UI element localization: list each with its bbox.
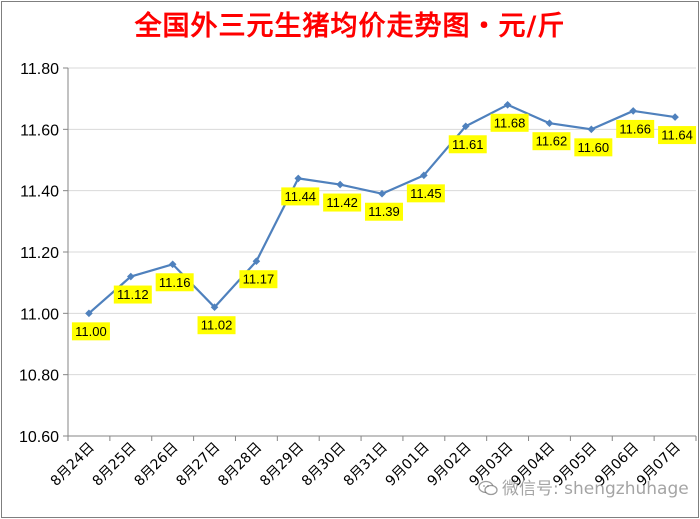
data-label: 11.61: [452, 137, 484, 152]
data-label-box: [490, 113, 529, 132]
data-point: [461, 122, 470, 131]
y-tick-label: 11.60: [20, 122, 59, 139]
data-point: [168, 260, 177, 269]
x-tick-label: 8月24日: [48, 440, 98, 490]
data-label-box: [71, 322, 110, 341]
data-label: 11.68: [494, 115, 526, 130]
data-label-box: [197, 316, 236, 335]
data-label: 11.44: [284, 189, 316, 204]
x-tick-label: 8月29日: [257, 440, 307, 490]
data-label-box: [658, 126, 697, 145]
x-tick-label: 8月25日: [90, 440, 140, 490]
x-tick-label: 9月01日: [383, 440, 433, 490]
data-point: [127, 272, 135, 281]
data-point: [85, 309, 93, 318]
x-tick-label: 9月02日: [425, 440, 475, 490]
data-point: [294, 174, 303, 183]
axes: [63, 67, 697, 441]
data-point: [629, 107, 637, 115]
data-label-box: [448, 135, 487, 154]
data-point: [545, 119, 554, 127]
data-label-box: [323, 193, 362, 212]
data-label-box: [113, 285, 152, 304]
data-point: [587, 125, 596, 134]
y-axis-ticks: 11.80 11.60 11.40 11.20 11.00 10.80 10.60: [19, 61, 59, 446]
data-point: [336, 180, 344, 189]
data-label-box: [574, 138, 613, 157]
data-label: 11.62: [536, 134, 568, 149]
data-label: 11.45: [410, 186, 442, 201]
data-point: [503, 101, 512, 109]
y-tick-label: 11.80: [20, 61, 59, 78]
watermark-text: 微信号: shengzhuhage: [502, 479, 689, 499]
data-label-box: [365, 202, 403, 221]
data-label: 11.60: [578, 140, 610, 155]
x-tick-label: 8月26日: [131, 440, 181, 490]
data-point: [252, 257, 261, 265]
x-tick-label: 8月30日: [299, 440, 349, 490]
data-label-box: [532, 132, 571, 151]
y-tick-label: 11.20: [20, 245, 59, 262]
y-tick-label: 11.40: [20, 184, 59, 201]
watermark: 微信号: shengzhuhage: [478, 474, 689, 499]
data-label: 11.66: [619, 121, 651, 136]
data-point: [210, 303, 219, 311]
data-label-box: [239, 270, 278, 289]
data-label: 11.42: [326, 195, 358, 210]
wechat-icon: [478, 480, 498, 496]
data-label: 11.00: [75, 324, 107, 339]
data-label: 11.17: [243, 272, 275, 287]
y-tick-label: 10.80: [19, 368, 59, 385]
data-label: 11.16: [159, 275, 191, 290]
data-label-box: [281, 187, 320, 206]
y-tick-label: 11.00: [20, 306, 59, 323]
y-tick-label: 10.60: [19, 429, 59, 446]
data-label: 11.12: [117, 287, 149, 302]
data-point: [378, 189, 386, 198]
x-tick-label: 8月28日: [215, 440, 265, 490]
chart-title: 全国外三元生猪均价走势图・元/斤: [134, 11, 566, 42]
data-point: [671, 113, 679, 121]
x-tick-label: 8月27日: [173, 440, 223, 490]
data-label: 11.39: [368, 204, 400, 219]
data-label-box: [406, 184, 445, 203]
data-label: 11.64: [661, 128, 693, 143]
data-label-box: [155, 273, 194, 292]
data-label-box: [616, 119, 655, 138]
x-tick-label: 8月31日: [341, 440, 391, 490]
data-labels: 11.00 11.12 11.16 11.02 11.17 11.44 11.42 11.39…: [71, 113, 697, 341]
data-point: [420, 171, 428, 180]
gridlines: [68, 67, 696, 437]
data-label: 11.02: [201, 318, 233, 333]
